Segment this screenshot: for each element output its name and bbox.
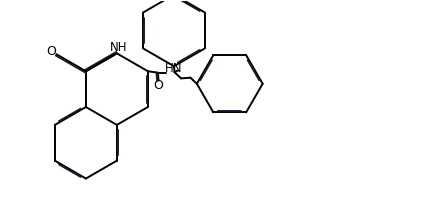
Text: HN: HN <box>164 62 182 75</box>
Text: O: O <box>154 79 164 92</box>
Text: NH: NH <box>110 41 127 54</box>
Text: O: O <box>46 45 56 58</box>
